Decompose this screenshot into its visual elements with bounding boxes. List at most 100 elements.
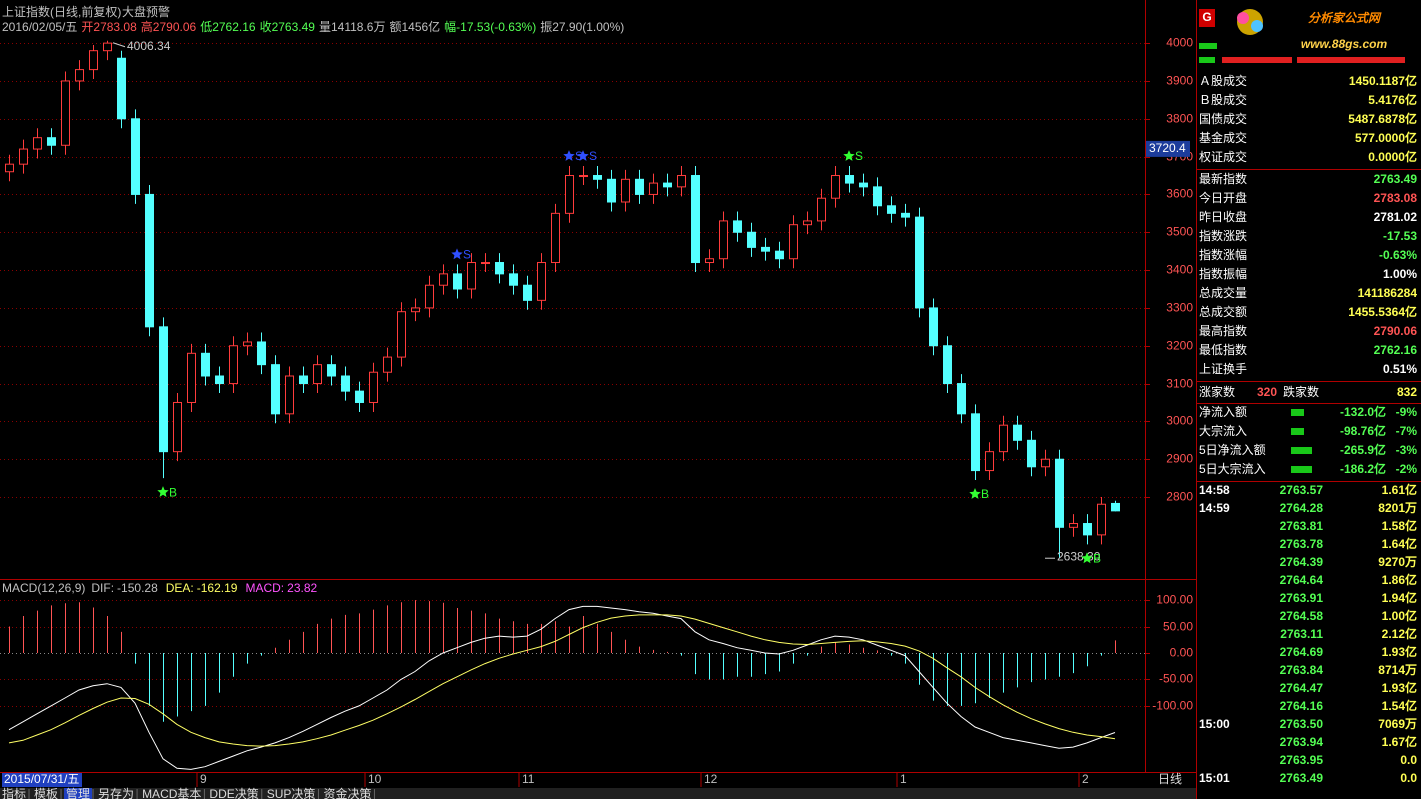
tab[interactable]: 模板	[34, 787, 58, 799]
row-value: 320	[1257, 385, 1277, 399]
candle-body	[677, 175, 686, 188]
candle-body	[873, 186, 882, 207]
tick-time: 14:58	[1199, 483, 1230, 497]
candle-body	[439, 273, 448, 286]
candle-body	[397, 311, 406, 358]
signal-label: B	[981, 487, 989, 501]
flow-bar	[1291, 466, 1312, 473]
row-value: 1450.1187亿	[1349, 73, 1417, 88]
tick-price: 2764.47	[1280, 681, 1324, 695]
candle-body	[453, 273, 462, 290]
signal-label: B	[1093, 552, 1101, 566]
tick-price: 2764.28	[1280, 501, 1324, 515]
candle-body	[257, 341, 266, 366]
row-value: 5.4176亿	[1368, 92, 1417, 107]
row-label: 上证换手	[1199, 362, 1247, 376]
logo-badge: G	[1202, 10, 1211, 24]
signal-label: S	[575, 149, 583, 163]
row-label: 最新指数	[1199, 171, 1247, 186]
candle-body	[789, 224, 798, 260]
tab[interactable]: MACD基本	[142, 787, 201, 799]
candle-body	[985, 451, 994, 472]
legend-value: -150.28	[117, 581, 158, 595]
period[interactable]: 日线	[1158, 772, 1182, 786]
tab[interactable]: SUP决策	[267, 787, 316, 799]
candle-body	[383, 356, 392, 373]
candle-body	[145, 193, 154, 328]
candle-body	[999, 424, 1008, 453]
quote-field: 额1456亿	[389, 19, 440, 34]
row-pct: -9%	[1396, 405, 1418, 419]
signal-star	[843, 150, 855, 161]
candle-body	[705, 258, 714, 264]
tick-volume: 1.94亿	[1382, 590, 1417, 605]
row-value: 577.0000亿	[1355, 130, 1417, 145]
signal-star	[157, 486, 169, 497]
candle-body	[901, 212, 910, 218]
tick-price: 2763.91	[1280, 591, 1324, 605]
tick-price: 2763.94	[1280, 735, 1324, 749]
flow-bar	[1291, 428, 1304, 435]
tab[interactable]: 资金决策	[323, 786, 371, 799]
y-tick-label: 50.00	[1163, 620, 1193, 634]
candle-body	[467, 262, 476, 290]
row-value: 2762.16	[1374, 343, 1418, 357]
candle-body	[159, 326, 168, 453]
candle-body	[635, 178, 644, 195]
annotation: 2638.30	[1057, 549, 1101, 563]
tab[interactable]: 另存为	[98, 787, 134, 799]
candle-body	[649, 182, 658, 195]
tick-price: 2764.69	[1280, 645, 1324, 659]
tab[interactable]: DDE决策	[209, 787, 258, 799]
candle-body	[243, 341, 252, 347]
tick-volume: 8201万	[1378, 501, 1417, 515]
chart-subtitle[interactable]: 大盘预警	[122, 4, 170, 19]
candle-body	[327, 364, 336, 377]
signal-label: S	[855, 149, 863, 163]
tab[interactable]: 指标	[2, 786, 26, 799]
candle-body	[845, 175, 854, 184]
candle-body	[75, 69, 84, 82]
tick-volume: 8714万	[1378, 663, 1417, 677]
macd-line	[8, 605, 1116, 770]
tick-volume: 1.93亿	[1382, 644, 1417, 659]
row-label: 基金成交	[1199, 130, 1247, 145]
y-tick-label: 3500	[1166, 225, 1193, 239]
candle-body	[369, 371, 378, 403]
candle-body	[1111, 502, 1120, 512]
y-tick-label: 4000	[1166, 36, 1193, 50]
y-tick-label: 3200	[1166, 339, 1193, 353]
row-label: 国债成交	[1199, 111, 1247, 126]
row-value: 5487.6878亿	[1348, 111, 1417, 126]
candle-body	[271, 364, 280, 415]
row-pct: -3%	[1396, 443, 1418, 457]
row-label: 最高指数	[1199, 323, 1247, 338]
row-value: 1.00%	[1383, 267, 1417, 281]
tab-active-bg	[64, 788, 93, 799]
tick-volume: 1.00亿	[1382, 608, 1417, 623]
tick-price: 2763.57	[1280, 483, 1324, 497]
candle-body	[551, 212, 560, 264]
candle-body	[1013, 424, 1022, 441]
candle-body	[481, 262, 490, 265]
candle-body	[929, 307, 938, 347]
y-tick-label: 3800	[1166, 112, 1193, 126]
candle-body	[495, 262, 504, 275]
row-value: 0.0000亿	[1368, 149, 1417, 164]
cursor-price-bg	[1146, 140, 1190, 157]
candle-body	[201, 352, 210, 377]
tab[interactable]: 管理	[66, 786, 90, 799]
candle-body	[89, 50, 98, 71]
candle-body	[5, 163, 14, 173]
signal-star	[1081, 552, 1093, 564]
candle-body	[971, 413, 980, 472]
tick-time: 15:00	[1199, 717, 1230, 731]
row-label: 涨家数	[1199, 384, 1235, 399]
candle-body	[957, 383, 966, 415]
candle-body	[915, 216, 924, 309]
y-tick-label: 2900	[1166, 452, 1193, 466]
y-tick-label: 3600	[1166, 187, 1193, 201]
panel-title: MACD(12,26,9)	[2, 581, 85, 595]
candle-body	[887, 205, 896, 214]
